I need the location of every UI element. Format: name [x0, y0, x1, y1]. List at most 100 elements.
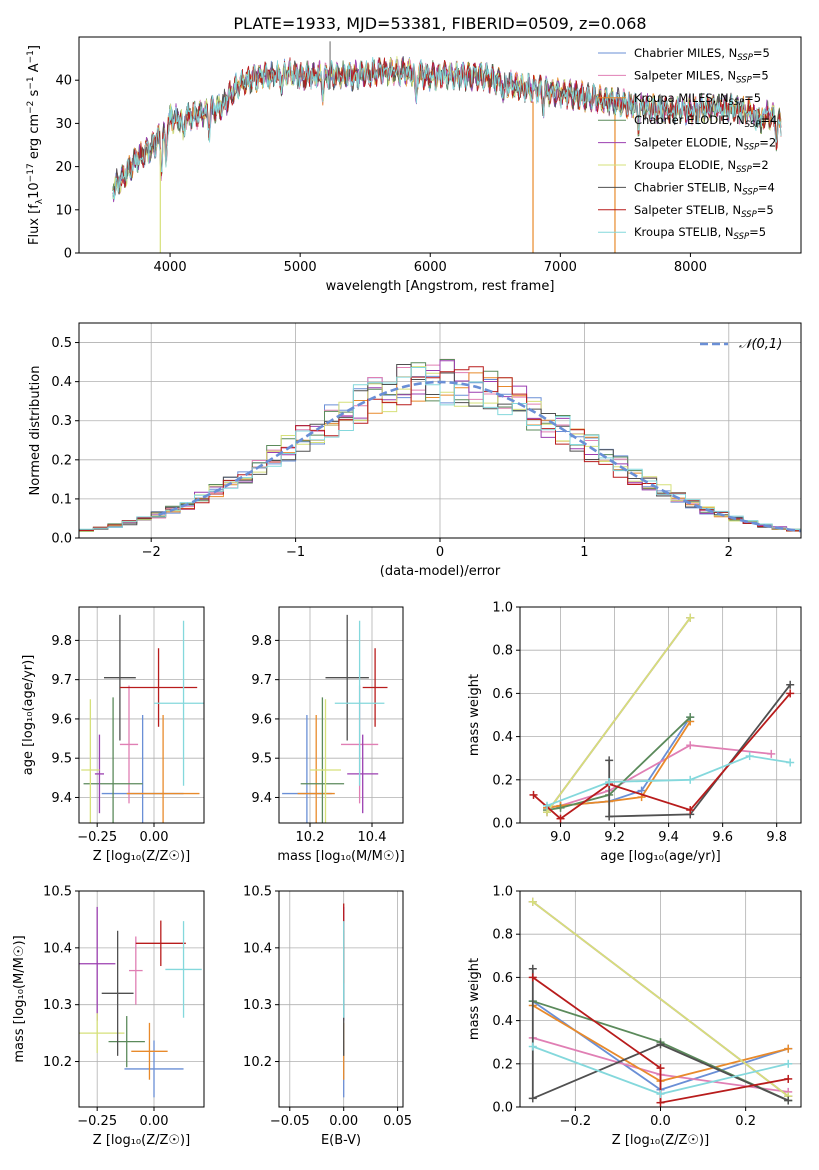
y-tick-label: 0.4 [492, 730, 513, 745]
legend-label-text: Salpeter ELODIE, N [634, 136, 744, 150]
legend-label-count: =5 [753, 46, 770, 60]
legend-label-sub: SSP [736, 75, 752, 85]
y-tick-label: 9.8 [51, 634, 72, 649]
y-axis-label-part: A [27, 63, 42, 76]
y-tick-label: 10.4 [43, 941, 72, 956]
legend-label-text: Kroupa ELODIE, N [634, 158, 736, 172]
y-tick-label: 10 [55, 203, 72, 218]
x-tick-label: 0.00 [329, 1114, 358, 1129]
y-tick-label: 30 [55, 117, 72, 132]
y-tick-label: 0.2 [51, 453, 72, 468]
y-tick-label: 0.2 [492, 1057, 513, 1072]
y-tick-label: 0.1 [51, 492, 72, 507]
x-tick-label: −0.05 [270, 1114, 310, 1129]
x-axis-label: E(B-V) [321, 1133, 361, 1148]
legend-label-count: =5 [744, 91, 761, 105]
y-tick-label: 0.3 [51, 414, 72, 429]
legend-label-s7: Chabrier STELIB, NSSP=4 [634, 180, 775, 197]
y-tick-label: 40 [55, 74, 72, 89]
y-tick-label: 0.6 [492, 971, 513, 986]
legend-label-sub: SSP [737, 53, 753, 63]
legend-label-sub: SSP [729, 98, 745, 108]
y-tick-label: 0.4 [51, 375, 72, 390]
x-tick-label: 6000 [414, 260, 447, 275]
x-tick-label: 0.00 [140, 1114, 169, 1129]
x-tick-label: −0.25 [77, 1114, 117, 1129]
y-tick-label: 9.5 [251, 752, 272, 767]
legend-label-normal: 𝒩(0,1) [739, 337, 782, 352]
normal-curve [158, 380, 801, 533]
x-axis-label: Z [log₁₀(Z/Z☉)] [93, 1133, 190, 1148]
x-tick-label: −0.25 [77, 830, 117, 845]
y-axis-label: Normed distribution [28, 366, 43, 496]
axes-frame [78, 322, 802, 539]
lines-weight_vs_Z [528, 897, 793, 1107]
y-tick-label: 1.0 [492, 601, 513, 616]
x-tick-label: 7000 [544, 260, 577, 275]
legend-label-s2: Salpeter MILES, NSSP=5 [634, 68, 769, 85]
axes-frame [278, 890, 404, 1108]
y-tick-label: 0.8 [492, 928, 513, 943]
legend-label-count: =5 [752, 68, 769, 82]
y-tick-label: 9.4 [51, 791, 72, 806]
y-axis-label-part: erg cm [27, 114, 42, 163]
y-axis-label-part: ] [27, 45, 42, 50]
legend-label-text: Chabrier MILES, N [634, 46, 737, 60]
x-tick-label: 9.8 [766, 830, 787, 845]
legend-label-count: =4 [758, 180, 775, 194]
y-tick-label: 10.2 [243, 1055, 272, 1070]
legend-label-text: Salpeter MILES, N [634, 68, 736, 82]
y-axis-label: age [log₁₀(age/yr)] [21, 655, 36, 776]
axes-frame [278, 606, 404, 824]
axes-frame [78, 890, 205, 1108]
y-axis-label-part: −2 [26, 101, 36, 114]
x-tick-label: −2 [142, 545, 161, 560]
y-tick-label: 10.2 [43, 1055, 72, 1070]
x-tick-label: 4000 [154, 260, 187, 275]
legend-label-count: =2 [759, 136, 776, 150]
y-tick-label: 9.7 [251, 673, 272, 688]
x-tick-label: 0 [436, 545, 444, 560]
y-tick-label: 0.0 [492, 817, 513, 832]
x-tick-label: 5000 [284, 260, 317, 275]
axes-age_vs_mass: 10.2 10.4 9.4 9.5 9.6 9.7 9.8 [251, 607, 403, 845]
axes-age_vs_Z: −0.25 0.00 9.4 9.5 9.6 9.7 9.8 [51, 607, 204, 845]
y-tick-label: 0.8 [492, 644, 513, 659]
legend-label-count: =2 [752, 158, 769, 172]
legend-label-text: Salpeter STELIB, N [634, 203, 741, 217]
legend-label-text: Kroupa STELIB, N [634, 225, 734, 239]
y-axis-label: mass [log₁₀(M/M☉)] [12, 935, 27, 1062]
y-tick-label: 10.5 [243, 885, 272, 900]
axes-frame [78, 606, 205, 824]
x-tick-label: 0.00 [140, 830, 169, 845]
y-tick-label: 10.3 [43, 998, 72, 1013]
x-tick-label: 9.4 [658, 830, 679, 845]
y-axis-label-part: −1 [26, 76, 36, 89]
x-tick-label: −1 [286, 545, 305, 560]
legend-label-sub: SSP [744, 143, 760, 153]
y-axis-label: mass weight [467, 958, 482, 1040]
axes-residuals: −2 −1 0 1 2 0.0 0.1 0.2 0.3 0.4 0.5 [51, 323, 801, 560]
axes-frame [78, 36, 802, 254]
y-axis-label: mass weight [467, 674, 482, 756]
legend-label-s4: Chabrier ELODIE, NSSP=4 [634, 113, 777, 130]
legend-label-sub: SSP [736, 165, 752, 175]
lines-weight_vs_age [529, 613, 795, 823]
y-axis-label-part: λ [35, 198, 45, 204]
y-tick-label: 9.7 [51, 673, 72, 688]
y-tick-label: 0.6 [492, 687, 513, 702]
axes-mass_vs_Z: −0.25 0.00 10.2 10.3 10.4 10.5 [43, 885, 204, 1129]
legend-label-count: =4 [760, 113, 777, 127]
series-line-s8 [532, 976, 789, 1104]
y-tick-label: 20 [55, 160, 72, 175]
x-tick-label: 8000 [674, 260, 707, 275]
legend-label-s1: Chabrier MILES, NSSP=5 [634, 46, 770, 63]
y-tick-label: 9.6 [51, 712, 72, 727]
y-axis-label-part: −17 [26, 163, 36, 182]
series-line-s6 [546, 617, 691, 813]
y-tick-label: 9.6 [251, 712, 272, 727]
axes-weight_vs_age: 9.0 9.2 9.4 9.6 9.8 0.0 0.2 0.4 0.6 0.8 1.0 [492, 601, 801, 845]
legend-label-count: =5 [757, 203, 774, 217]
y-tick-label: 10.3 [243, 998, 272, 1013]
